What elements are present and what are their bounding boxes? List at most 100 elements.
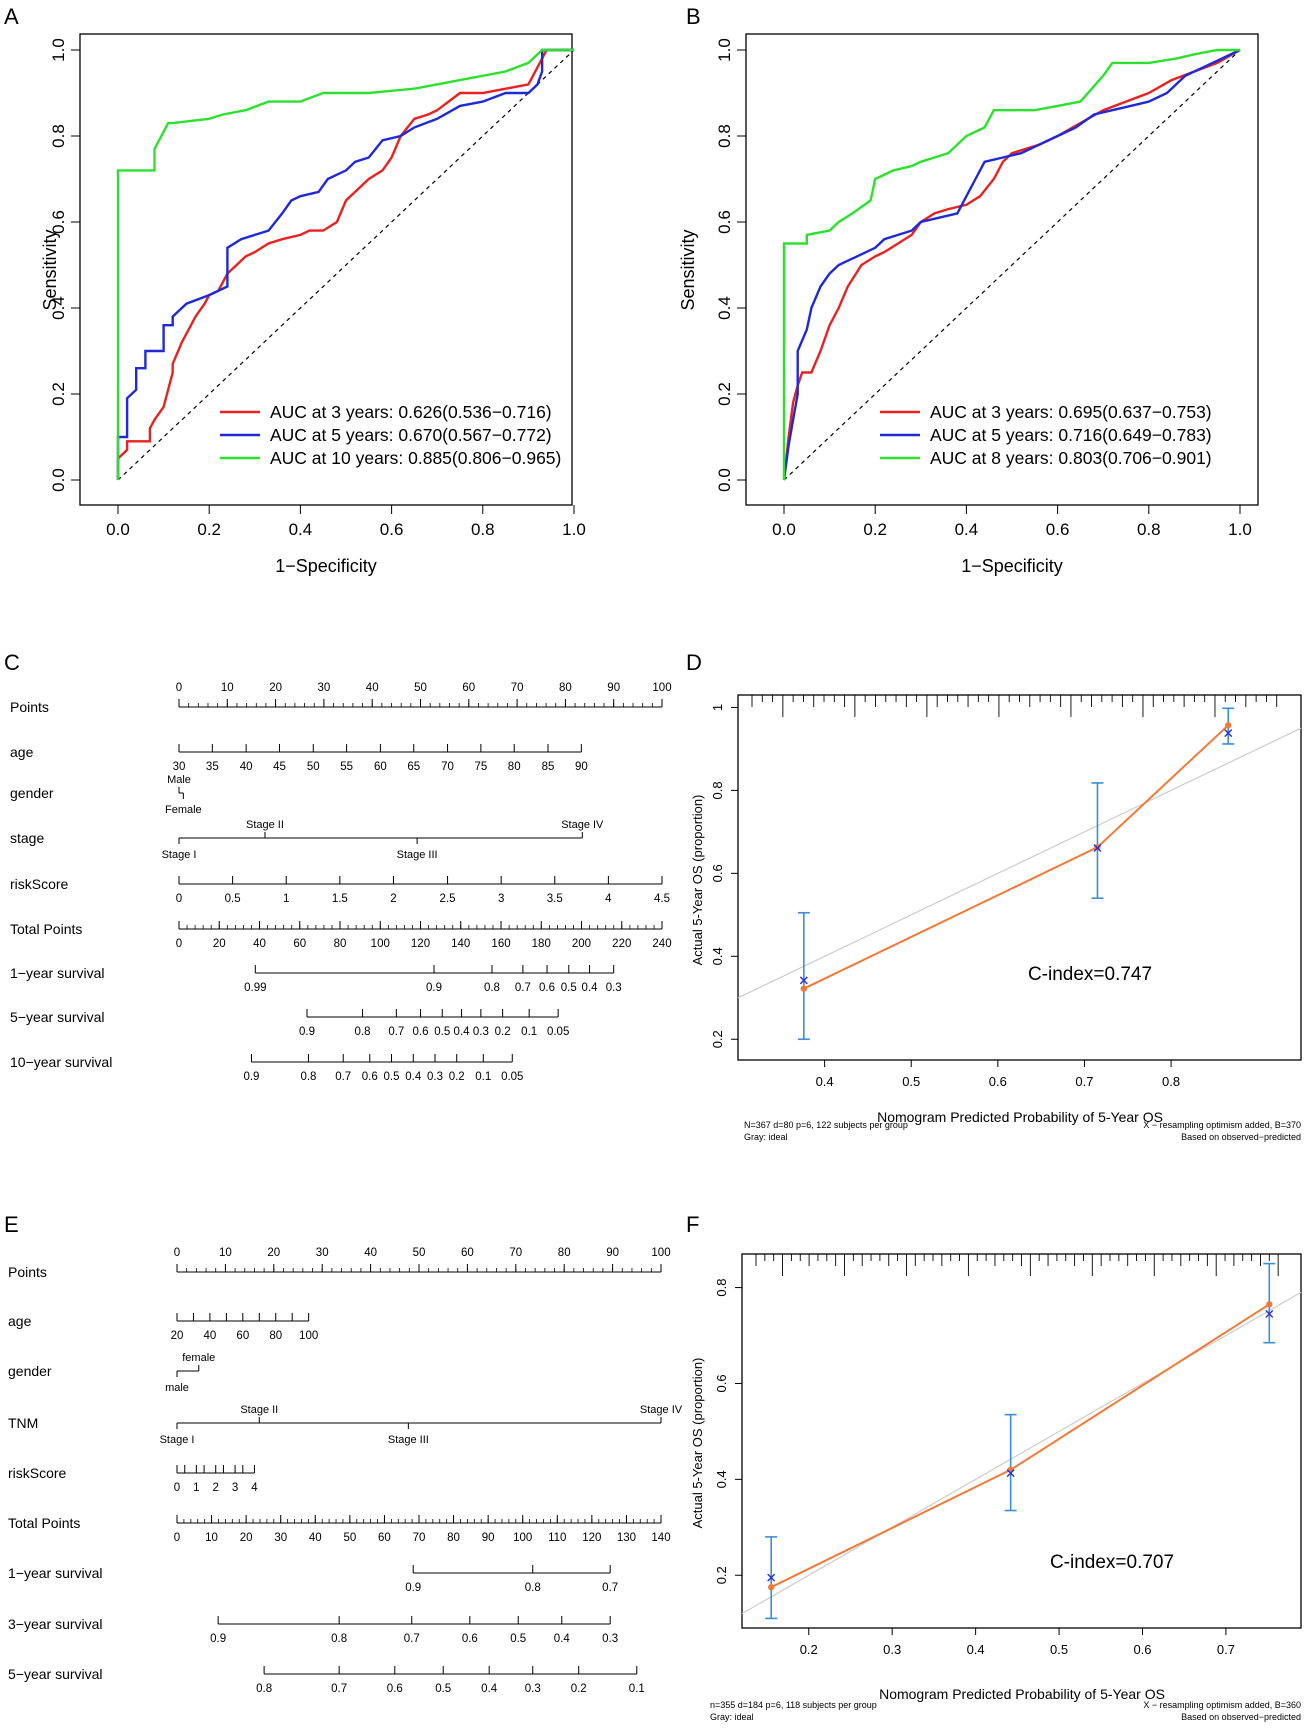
nomogram-tick-label: 0.05	[501, 1071, 523, 1083]
nomogram-tick-label: 0.8	[331, 1633, 347, 1645]
nomogram-tick-label: 0.9	[426, 982, 442, 994]
nomogram-tick-label: 60	[293, 938, 306, 950]
nomogram-category-label: Stage IV	[561, 819, 604, 831]
nomogram-tick-label: 1.5	[332, 893, 348, 905]
nomogram-tick-label: 0.2	[571, 1683, 587, 1695]
nomogram-tick-label: 120	[411, 938, 430, 950]
nomogram-tick-label: 40	[364, 1247, 377, 1259]
x-tick-label: 0.8	[1162, 1074, 1180, 1089]
nomogram-tick-label: 0.5	[510, 1633, 526, 1645]
nomogram-tick-label: 0.5	[384, 1071, 400, 1083]
nomogram-category-label: Stage III	[388, 1434, 429, 1446]
nomogram-tick-label: 10	[221, 682, 234, 694]
nomogram-tick-label: 0.99	[244, 982, 266, 994]
nomogram-tick-label: 30	[318, 682, 331, 694]
nomogram-tick-label: 0.7	[331, 1683, 347, 1695]
nomogram-tick-label: 0.6	[387, 1683, 403, 1695]
nomogram-tick-label: 0.4	[582, 982, 599, 994]
x-tick-label: 0.5	[1050, 1642, 1068, 1657]
nomogram-category-label: male	[165, 1382, 189, 1394]
nomogram-tick-label: 40	[309, 1532, 322, 1544]
nomogram-row-label: 5−year survival	[8, 1666, 103, 1682]
plot-frame	[741, 1253, 1302, 1629]
plot-frame	[737, 694, 1302, 1061]
calibration-line	[803, 724, 1229, 990]
legend-entry: AUC at 3 years: 0.626(0.536−0.716)	[270, 402, 552, 422]
nomogram-tick-label: 0	[176, 938, 182, 950]
nomogram-tick-label: 240	[652, 938, 671, 950]
observed-point	[768, 1584, 775, 1591]
nomogram-category-label: Stage IV	[640, 1404, 683, 1416]
nomogram-tick-label: 0.7	[515, 982, 531, 994]
nomogram-tick-label: 0.9	[210, 1633, 226, 1645]
nomogram-tick-label: 130	[617, 1532, 636, 1544]
nomogram-tick-label: 90	[607, 682, 620, 694]
panel-label-e: E	[4, 1212, 19, 1237]
panel-label-d: D	[686, 650, 702, 675]
nomogram-tick-label: 45	[273, 761, 286, 773]
nomogram-tick-label: 0.9	[405, 1582, 421, 1594]
nomogram-row-label: 1−year survival	[10, 965, 105, 981]
y-tick-label: 1.0	[715, 38, 734, 62]
y-axis-label: Sensitivity	[40, 229, 60, 310]
y-tick-label: 0.4	[710, 947, 725, 965]
footer-note: N=367 d=80 p=6, 122 subjects per group	[744, 1120, 908, 1130]
nomogram-row-label: Points	[10, 699, 49, 715]
nomogram-tick-label: 0.1	[629, 1683, 645, 1695]
nomogram-tick-label: 10	[205, 1532, 218, 1544]
x-tick-label: 0.4	[955, 520, 979, 539]
x-tick-label: 0.3	[883, 1642, 901, 1657]
ideal-line	[737, 727, 1302, 999]
x-tick-label: 0.7	[1075, 1074, 1093, 1089]
bias-corrected-marker	[767, 1573, 776, 1582]
nomogram-tick-label: 110	[548, 1532, 566, 1544]
nomogram-row-label: 10−year survival	[10, 1054, 112, 1070]
footer-note: X − resampling optimism added, B=370	[1143, 1120, 1301, 1130]
nomogram-tick-label: 0.8	[525, 1582, 541, 1594]
nomogram-tick-label: 0.4	[481, 1683, 498, 1695]
nomogram-tick-label: 1	[193, 1482, 199, 1494]
footer-note: X − resampling optimism added, B=360	[1143, 1700, 1301, 1710]
y-tick-label: 0.8	[714, 1279, 729, 1297]
y-tick-label: 1.0	[49, 38, 68, 62]
nomogram-row-label: 1−year survival	[8, 1565, 103, 1581]
roc-curve-8-years	[782, 48, 1240, 480]
nomogram-tick-label: 4.5	[654, 893, 670, 905]
nomogram-tick-label: 0.6	[539, 982, 555, 994]
nomogram-tick-label: 100	[371, 938, 390, 950]
y-tick-label: 0.2	[710, 1030, 725, 1048]
panel-label-b: B	[686, 4, 701, 29]
x-axis-label: 1−Specificity	[961, 556, 1063, 576]
roc-curve-5-years	[116, 48, 574, 480]
nomogram-tick-label: 60	[374, 761, 387, 773]
x-tick-label: 0.5	[902, 1074, 920, 1089]
nomogram-tick-label: 0.7	[335, 1071, 351, 1083]
nomogram-tick-label: 0.6	[462, 1633, 478, 1645]
nomogram-tick-label: 0.8	[355, 1026, 371, 1038]
nomogram-row-label: 5−year survival	[10, 1009, 105, 1025]
nomogram-tick-label: 75	[474, 761, 487, 773]
nomogram-tick-label: 20	[269, 682, 282, 694]
roc-curve-3-years	[782, 48, 1241, 481]
nomogram-tick-label: 20	[267, 1247, 280, 1259]
y-axis-label: Actual 5-Year OS (proportion)	[690, 795, 705, 966]
nomogram-tick-label: 60	[461, 1247, 474, 1259]
nomogram-tick-label: 0	[176, 893, 182, 905]
nomogram-tick-label: 0.5	[435, 1683, 451, 1695]
x-tick-label: 0.8	[471, 520, 495, 539]
y-tick-label: 1	[710, 704, 725, 711]
nomogram-tick-label: 20	[213, 938, 226, 950]
nomogram-tick-label: 0.5	[561, 982, 577, 994]
nomogram-tick-label: 0.05	[547, 1026, 569, 1038]
x-tick-label: 0.4	[967, 1642, 985, 1657]
footer-note: Gray: ideal	[710, 1712, 754, 1722]
nomogram-tick-label: 120	[582, 1532, 601, 1544]
footer-note: Gray: ideal	[744, 1132, 788, 1142]
nomogram-tick-label: 90	[575, 761, 588, 773]
nomogram-tick-label: 50	[413, 1247, 426, 1259]
nomogram-tick-label: 100	[651, 1247, 670, 1259]
x-tick-label: 0.0	[106, 520, 130, 539]
ideal-line	[741, 1291, 1302, 1615]
x-tick-label: 1.0	[1228, 520, 1252, 539]
x-tick-label: 0.4	[289, 520, 313, 539]
